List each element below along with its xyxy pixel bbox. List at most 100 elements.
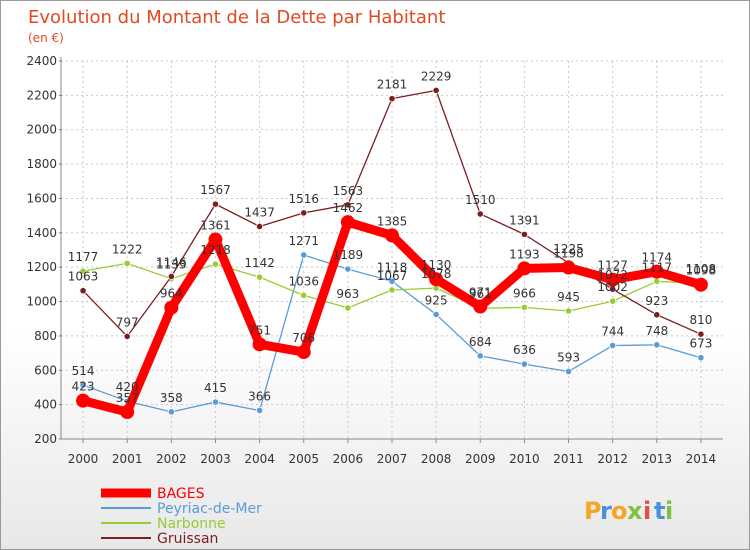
x-tick-label: 2013 xyxy=(642,452,673,466)
data-label-narbonne: 1078 xyxy=(421,267,452,281)
data-label-narbonne: 1002 xyxy=(597,280,628,294)
point-narbonne xyxy=(256,273,264,281)
point-gruissan xyxy=(388,95,396,103)
data-label-peyriac-de-mer: 1271 xyxy=(288,234,319,248)
proxiti-logo: Pr o x i t i xyxy=(584,497,673,525)
point-peyriac-de-mer xyxy=(564,367,573,376)
logo-letter: P xyxy=(584,497,602,525)
point-peyriac-de-mer xyxy=(388,277,396,285)
point-gruissan xyxy=(344,201,352,209)
data-label-bages: 1198 xyxy=(553,247,584,261)
x-tick-label: 2009 xyxy=(465,452,496,466)
data-label-bages: 1193 xyxy=(509,247,540,261)
point-bages xyxy=(605,272,620,287)
point-gruissan xyxy=(167,272,175,281)
logo-letter: t xyxy=(654,497,665,525)
point-gruissan xyxy=(300,209,308,217)
legend-label-gruissan: Gruissan xyxy=(157,531,218,547)
data-label-gruissan: 923 xyxy=(645,294,668,308)
point-bages xyxy=(429,272,444,287)
y-tick-label: 1200 xyxy=(26,260,57,274)
point-bages xyxy=(517,261,532,276)
x-tick-label: 2011 xyxy=(553,452,584,466)
logo-letter: i xyxy=(643,497,651,525)
point-bages xyxy=(693,277,708,292)
point-narbonne xyxy=(520,303,529,311)
point-peyriac-de-mer xyxy=(300,251,308,259)
data-label-gruissan: 2229 xyxy=(421,69,452,83)
point-bages xyxy=(296,345,311,360)
x-tick-label: 2002 xyxy=(156,452,187,466)
x-tick-label: 2014 xyxy=(686,452,717,466)
data-label-narbonne: 1133 xyxy=(156,258,187,272)
y-tick-label: 2000 xyxy=(26,123,57,137)
legend-label-bages: BAGES xyxy=(157,486,205,502)
point-gruissan xyxy=(476,210,484,218)
legend-label-peyriac-de-mer: Peyriac-de-Mer xyxy=(157,501,262,517)
point-bages xyxy=(164,300,179,315)
data-label-bages: 706 xyxy=(292,331,315,345)
x-tick-label: 2001 xyxy=(112,452,143,466)
data-label-gruissan: 1063 xyxy=(68,270,99,284)
data-label-bages: 1462 xyxy=(333,201,364,215)
y-tick-label: 800 xyxy=(34,329,57,343)
point-peyriac-de-mer xyxy=(432,310,440,319)
axes xyxy=(59,57,723,443)
data-label-narbonne: 963 xyxy=(336,287,359,301)
data-label-peyriac-de-mer: 684 xyxy=(469,335,492,349)
chart-title: Evolution du Montant de la Dette par Hab… xyxy=(28,7,445,28)
point-narbonne xyxy=(653,277,661,286)
data-label-gruissan: 1567 xyxy=(200,183,231,197)
data-label-peyriac-de-mer: 593 xyxy=(557,350,580,364)
data-label-gruissan: 1146 xyxy=(156,255,187,269)
data-label-gruissan: 1563 xyxy=(333,184,364,198)
data-label-gruissan: 2181 xyxy=(377,78,408,92)
data-label-peyriac-de-mer: 744 xyxy=(601,325,624,339)
point-peyriac-de-mer xyxy=(653,341,661,349)
point-narbonne xyxy=(300,291,308,299)
data-label-bages: 1385 xyxy=(377,214,408,228)
point-narbonne xyxy=(123,259,131,268)
point-narbonne xyxy=(564,307,573,315)
data-label-gruissan: 810 xyxy=(689,313,712,327)
point-gruissan xyxy=(79,287,87,295)
point-bages xyxy=(649,264,664,279)
data-label-narbonne: 1117 xyxy=(642,260,673,274)
point-bages xyxy=(473,299,488,314)
y-tick-label: 2400 xyxy=(26,54,57,68)
data-label-bages: 1174 xyxy=(642,251,673,265)
data-label-gruissan: 1391 xyxy=(509,213,540,227)
data-label-narbonne: 966 xyxy=(513,286,536,300)
point-gruissan xyxy=(123,332,131,341)
data-labels: 423 357 964 1361 751 706 1462 1385 1130 971 1193 11… xyxy=(68,69,716,405)
x-tick-label: 2008 xyxy=(421,452,452,466)
point-narbonne xyxy=(388,286,396,294)
x-tick-label: 2000 xyxy=(68,452,99,466)
point-peyriac-de-mer xyxy=(697,354,705,362)
data-label-peyriac-de-mer: 673 xyxy=(689,337,712,351)
point-bages xyxy=(208,232,223,247)
point-gruissan xyxy=(697,330,705,338)
data-label-gruissan: 1516 xyxy=(288,192,319,206)
point-gruissan xyxy=(432,86,440,94)
data-label-peyriac-de-mer: 1118 xyxy=(377,260,408,274)
data-label-bages: 1098 xyxy=(686,264,717,278)
x-tick-label: 2005 xyxy=(288,452,319,466)
data-label-peyriac-de-mer: 420 xyxy=(116,380,139,394)
y-tick-label: 400 xyxy=(34,398,57,412)
x-tick-label: 2006 xyxy=(333,452,364,466)
data-label-gruissan: 1072 xyxy=(597,268,628,282)
point-peyriac-de-mer xyxy=(256,406,264,415)
point-bages xyxy=(385,228,399,243)
x-tick-label: 2012 xyxy=(597,452,628,466)
point-narbonne xyxy=(609,297,617,305)
data-label-gruissan: 797 xyxy=(116,315,139,329)
ticks: 200 400 600 800 1000 1200 1400 1600 1800 2000 2200… xyxy=(26,54,716,466)
logo-letter: r xyxy=(600,497,612,525)
data-label-gruissan: 1510 xyxy=(465,193,496,207)
data-label-peyriac-de-mer: 636 xyxy=(513,343,536,357)
data-label-gruissan: 1437 xyxy=(244,205,275,219)
point-gruissan xyxy=(211,200,220,208)
